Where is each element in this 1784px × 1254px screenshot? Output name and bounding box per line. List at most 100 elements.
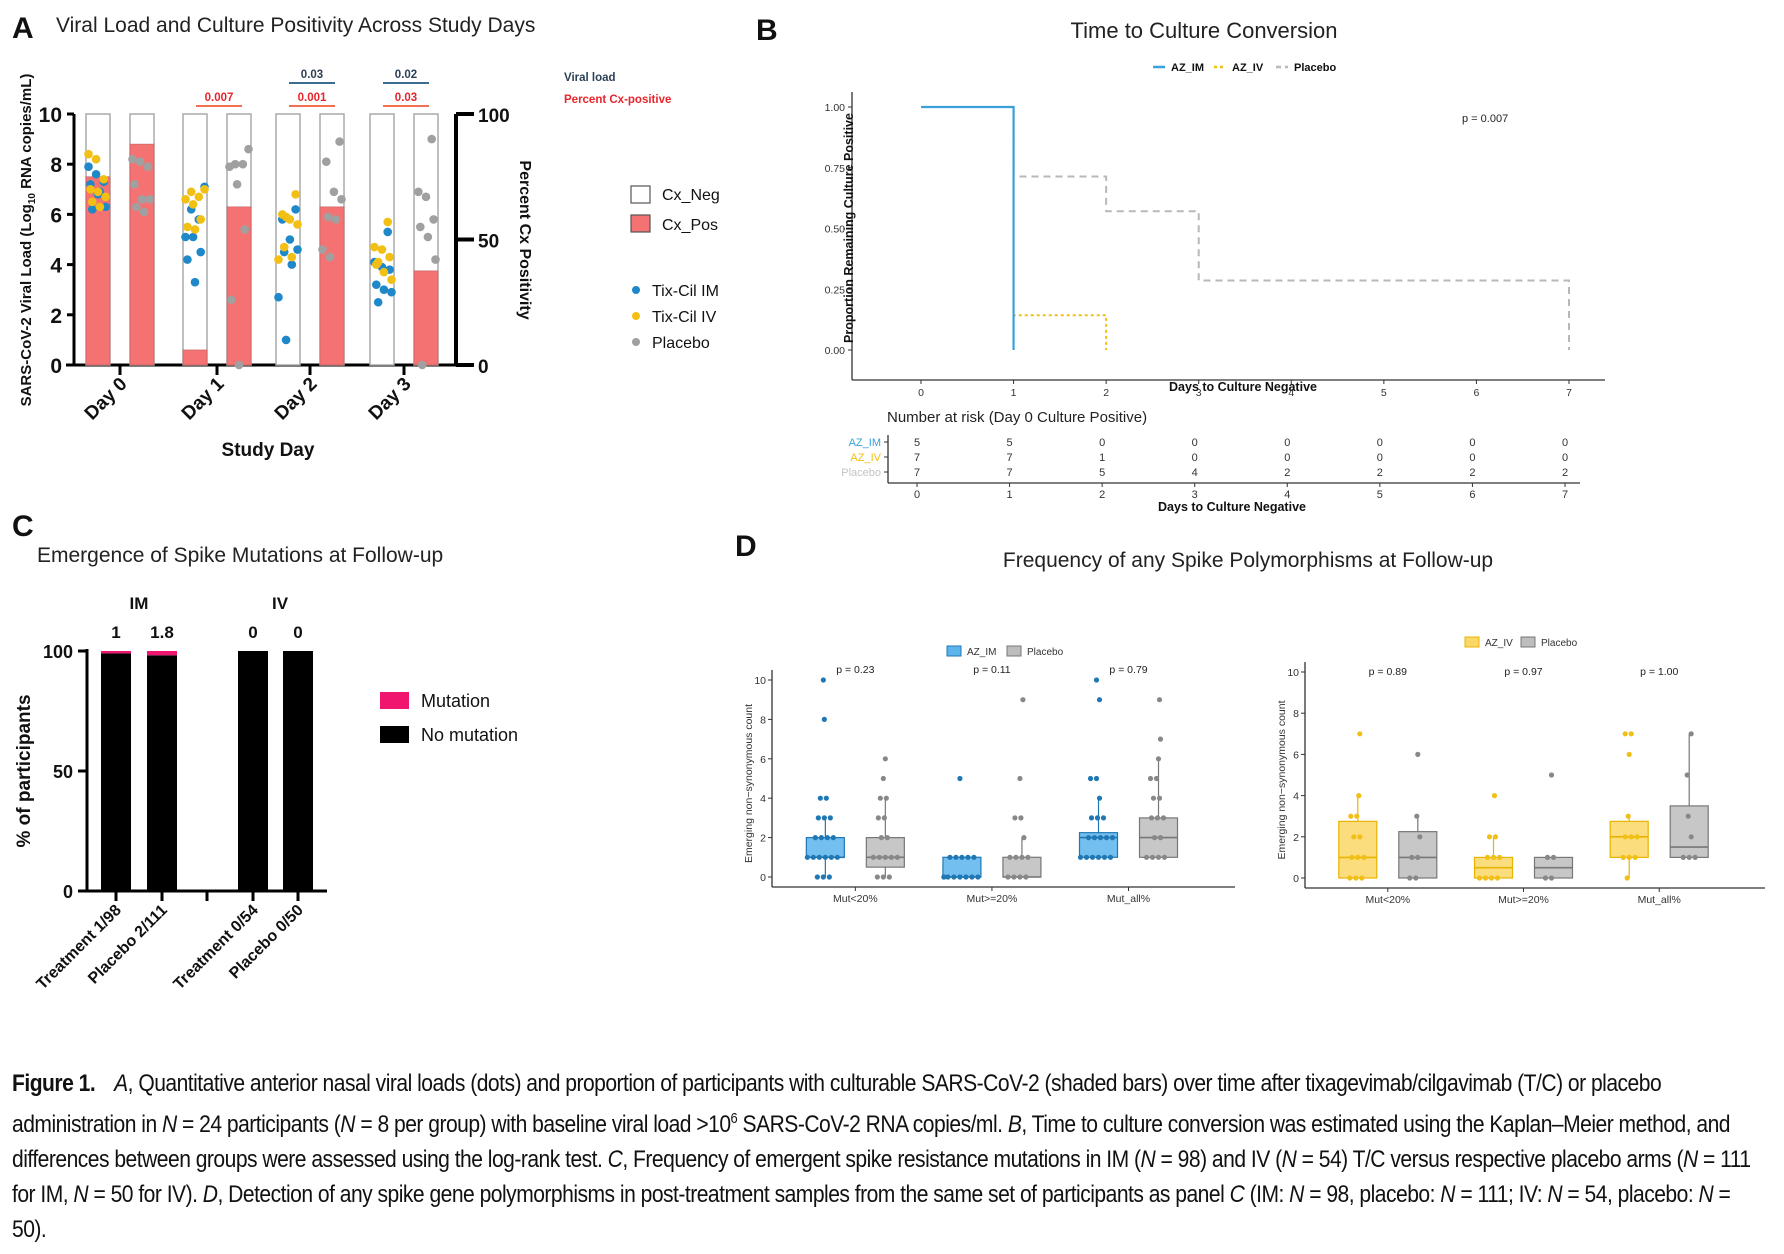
data-point bbox=[238, 159, 248, 169]
data-point bbox=[830, 835, 836, 841]
legend-dot bbox=[632, 312, 640, 320]
data-point bbox=[188, 200, 198, 209]
data-point bbox=[1156, 795, 1163, 801]
x-tick-label: 4 bbox=[1288, 387, 1294, 399]
data-point bbox=[1357, 834, 1363, 840]
data-point bbox=[1684, 772, 1690, 778]
data-point bbox=[884, 835, 890, 841]
data-point bbox=[959, 854, 965, 860]
legend-swatch-mutation bbox=[380, 692, 409, 709]
data-point bbox=[822, 854, 828, 860]
caption-segment: B bbox=[1007, 1111, 1022, 1139]
data-point bbox=[387, 287, 396, 297]
data-point bbox=[815, 815, 821, 821]
data-point bbox=[1680, 854, 1686, 861]
y-tick-label: 0.50 bbox=[825, 224, 846, 236]
data-point bbox=[1155, 854, 1162, 860]
data-point bbox=[1094, 815, 1101, 821]
data-point bbox=[188, 232, 198, 242]
data-point bbox=[1151, 835, 1158, 841]
data-point bbox=[1018, 815, 1024, 821]
data-point bbox=[385, 252, 394, 262]
data-point bbox=[821, 815, 827, 821]
data-point bbox=[888, 854, 894, 860]
bar-top-label: 1.8 bbox=[150, 623, 174, 642]
data-point bbox=[416, 222, 425, 232]
data-point bbox=[1095, 854, 1102, 860]
data-point bbox=[1085, 835, 1092, 841]
panel-b: B Time to Culture Conversion AZ_IM AZ_IV Pla… bbox=[756, 14, 1605, 514]
risk-value: 0 bbox=[1284, 437, 1290, 449]
data-point bbox=[1622, 834, 1628, 840]
legend-swatch-no-mutation bbox=[380, 726, 409, 743]
panel-a: A Viral Load and Culture Positivity Acros… bbox=[12, 12, 720, 461]
y-tick-label: 4 bbox=[760, 793, 766, 805]
x-tick-label: Day 2 bbox=[271, 374, 322, 425]
data-point bbox=[373, 257, 383, 267]
data-point bbox=[1107, 854, 1114, 860]
x-tick-label: Mut_all% bbox=[1638, 894, 1681, 906]
box bbox=[1669, 805, 1709, 859]
data-point bbox=[1417, 834, 1423, 840]
y-tick-label: 0.25 bbox=[825, 284, 846, 296]
y-tick-label: 10 bbox=[1287, 667, 1299, 679]
data-point bbox=[817, 795, 823, 801]
data-point bbox=[880, 775, 886, 782]
data-point bbox=[1093, 677, 1100, 683]
x-tick-label: Mut>=20% bbox=[967, 893, 1018, 905]
data-point bbox=[886, 874, 892, 880]
data-point bbox=[1353, 875, 1359, 881]
bar-top-label: 0 bbox=[293, 623, 302, 642]
data-point bbox=[322, 157, 331, 166]
risk-x-tick-label: 5 bbox=[1377, 489, 1383, 501]
data-point bbox=[826, 874, 832, 880]
data-point bbox=[1476, 875, 1483, 881]
data-point bbox=[969, 874, 975, 880]
y-tick-label: 2 bbox=[1293, 832, 1299, 844]
risk-value: 0 bbox=[1562, 437, 1568, 449]
data-point bbox=[293, 245, 302, 254]
panel-label: D bbox=[735, 530, 757, 563]
data-point bbox=[101, 192, 110, 202]
data-point bbox=[1620, 854, 1626, 861]
subplot-2: 0 2 4 6 8 10 Emerging non−synonymous count Mut<… bbox=[1276, 636, 1765, 906]
x-tick-label: 5 bbox=[1381, 387, 1387, 399]
data-point bbox=[291, 190, 300, 199]
legend-label: No mutation bbox=[421, 725, 518, 745]
data-point bbox=[1548, 875, 1555, 881]
legend-swatch-placebo bbox=[1006, 645, 1022, 657]
p-value-label: p = 0.23 bbox=[836, 664, 874, 676]
caption-segment: N bbox=[1547, 1181, 1563, 1209]
data-point bbox=[287, 260, 297, 269]
data-point bbox=[1415, 751, 1421, 758]
y-tick-label: 2 bbox=[760, 833, 766, 845]
panel-d: D Frequency of any Spike Polymorphisms at… bbox=[735, 530, 1765, 906]
pvalue-label: 0.02 bbox=[395, 69, 417, 81]
data-point bbox=[1626, 854, 1632, 861]
data-point bbox=[957, 874, 963, 880]
data-point bbox=[1101, 854, 1108, 860]
data-point bbox=[1492, 834, 1499, 840]
data-point bbox=[1087, 775, 1094, 782]
y-tick-label: 4 bbox=[1293, 791, 1299, 803]
data-point bbox=[132, 202, 141, 212]
bar-mutation bbox=[147, 651, 177, 656]
data-point bbox=[139, 207, 149, 217]
y-axis-label: SARS-CoV-2 Viral Load (Log10 RNA copies/… bbox=[18, 74, 38, 407]
risk-value: 4 bbox=[1192, 467, 1198, 479]
legend-label: AZ_IM bbox=[967, 647, 996, 658]
data-point bbox=[379, 285, 389, 295]
risk-value: 5 bbox=[1007, 437, 1013, 449]
data-point bbox=[1634, 834, 1640, 840]
caption-segment: , Time to culture conversion was estimat… bbox=[12, 1111, 1731, 1174]
risk-value: 0 bbox=[1562, 452, 1568, 464]
x-tick-label: Mut_all% bbox=[1107, 893, 1150, 905]
data-point bbox=[1077, 854, 1084, 860]
risk-value: 0 bbox=[1377, 437, 1383, 449]
risk-value: 7 bbox=[914, 452, 920, 464]
data-point bbox=[1150, 795, 1157, 801]
data-point bbox=[1626, 751, 1632, 758]
y-tick-label: 0 bbox=[760, 872, 766, 884]
data-point bbox=[99, 174, 108, 184]
